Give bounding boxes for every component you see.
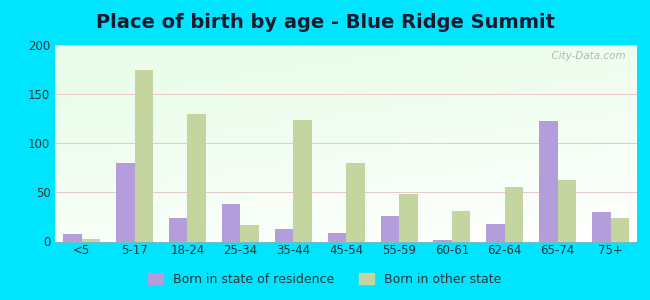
Bar [346, 163, 365, 242]
Bar [293, 120, 312, 242]
Bar [328, 233, 346, 242]
Bar [240, 225, 259, 242]
Bar [399, 194, 417, 242]
Bar [610, 218, 629, 242]
Bar [505, 188, 523, 242]
Legend: Born in state of residence, Born in other state: Born in state of residence, Born in othe… [143, 268, 507, 291]
Bar [434, 239, 452, 242]
Bar [275, 229, 293, 242]
Bar [82, 238, 100, 242]
Text: City-Data.com: City-Data.com [545, 51, 625, 61]
Bar [452, 211, 471, 242]
Bar [116, 163, 135, 242]
Bar [169, 218, 187, 242]
Bar [539, 121, 558, 242]
Bar [222, 204, 240, 242]
Bar [187, 114, 206, 242]
Text: Place of birth by age - Blue Ridge Summit: Place of birth by age - Blue Ridge Summi… [96, 14, 554, 32]
Bar [592, 212, 610, 242]
Bar [486, 224, 505, 242]
Bar [380, 216, 399, 242]
Bar [558, 180, 576, 242]
Bar [63, 234, 82, 242]
Bar [135, 70, 153, 242]
